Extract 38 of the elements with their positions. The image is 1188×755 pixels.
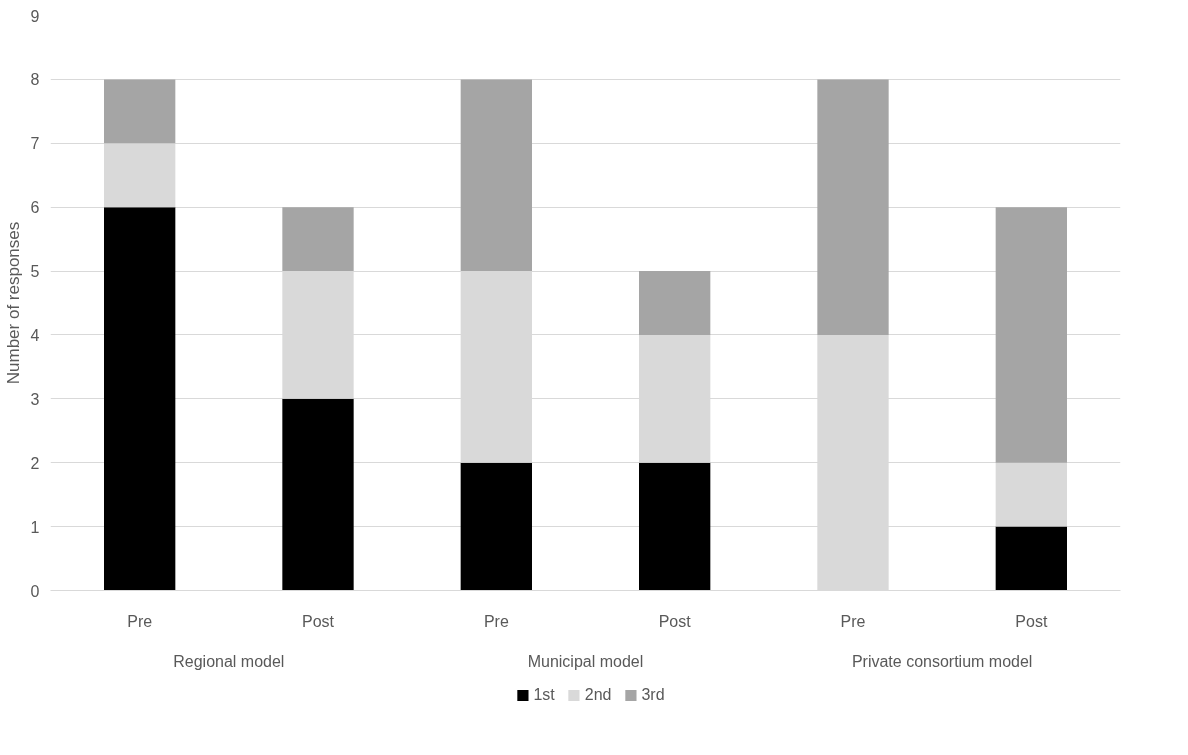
bar bbox=[995, 207, 1067, 463]
y-tick-label: 2 bbox=[30, 454, 40, 472]
text: Municipal model bbox=[527, 652, 644, 670]
x-tick-label: Pre bbox=[127, 612, 153, 630]
y-tick-label: 4 bbox=[30, 326, 40, 344]
bar bbox=[282, 207, 354, 272]
y-tick-label: 3 bbox=[30, 390, 40, 408]
y-tick-label: 6 bbox=[30, 199, 40, 217]
bar bbox=[995, 526, 1067, 591]
x-tick-label: Post bbox=[658, 612, 692, 630]
y-axis-title: Number of responses bbox=[3, 221, 23, 385]
bar bbox=[460, 271, 532, 463]
x-tick-label: Post bbox=[301, 612, 335, 630]
y-tick-label: 8 bbox=[30, 71, 40, 89]
text: Regional model bbox=[173, 652, 285, 670]
legend-label: 2nd bbox=[584, 685, 612, 704]
bar bbox=[460, 79, 532, 272]
bar bbox=[282, 398, 354, 591]
y-tick-label: 5 bbox=[30, 263, 40, 281]
bar bbox=[639, 462, 711, 591]
legend-label: 1st bbox=[533, 685, 555, 704]
bar bbox=[104, 207, 176, 591]
x-tick-label: Post bbox=[1015, 612, 1048, 630]
bar bbox=[282, 271, 354, 399]
x-tick-label: Pre bbox=[483, 612, 509, 630]
x-tick-label: Pre bbox=[840, 612, 866, 630]
y-tick-label: 9 bbox=[30, 7, 40, 25]
bar bbox=[817, 79, 889, 335]
bar bbox=[104, 79, 176, 144]
bar bbox=[639, 271, 711, 335]
y-tick-label: 1 bbox=[30, 518, 40, 536]
bar bbox=[460, 462, 532, 591]
bar bbox=[639, 334, 711, 463]
text: Private consortium model bbox=[851, 652, 1033, 670]
y-tick-label: 0 bbox=[30, 582, 40, 600]
y-tick-label: 7 bbox=[30, 135, 40, 153]
bar bbox=[104, 143, 176, 208]
legend-label: 3rd bbox=[641, 685, 665, 704]
